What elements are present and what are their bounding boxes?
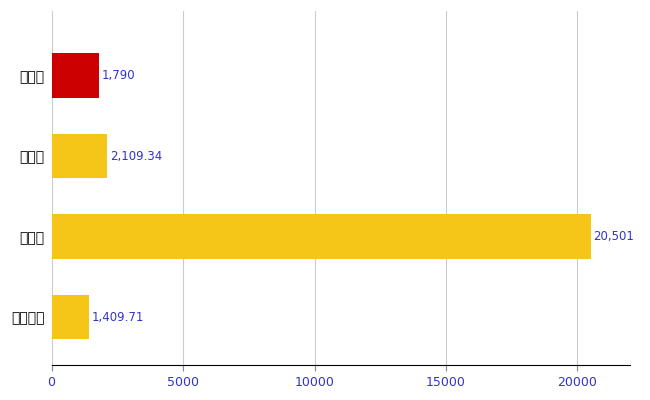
Bar (51, 214, 591, 259)
Bar (51, 53, 99, 98)
Text: 2,109.34: 2,109.34 (110, 150, 162, 162)
Bar (51, 295, 88, 339)
Text: 1,790: 1,790 (101, 69, 135, 82)
Text: 1,409.71: 1,409.71 (91, 311, 144, 324)
Text: 20,501: 20,501 (593, 230, 634, 243)
Bar (51, 134, 107, 178)
